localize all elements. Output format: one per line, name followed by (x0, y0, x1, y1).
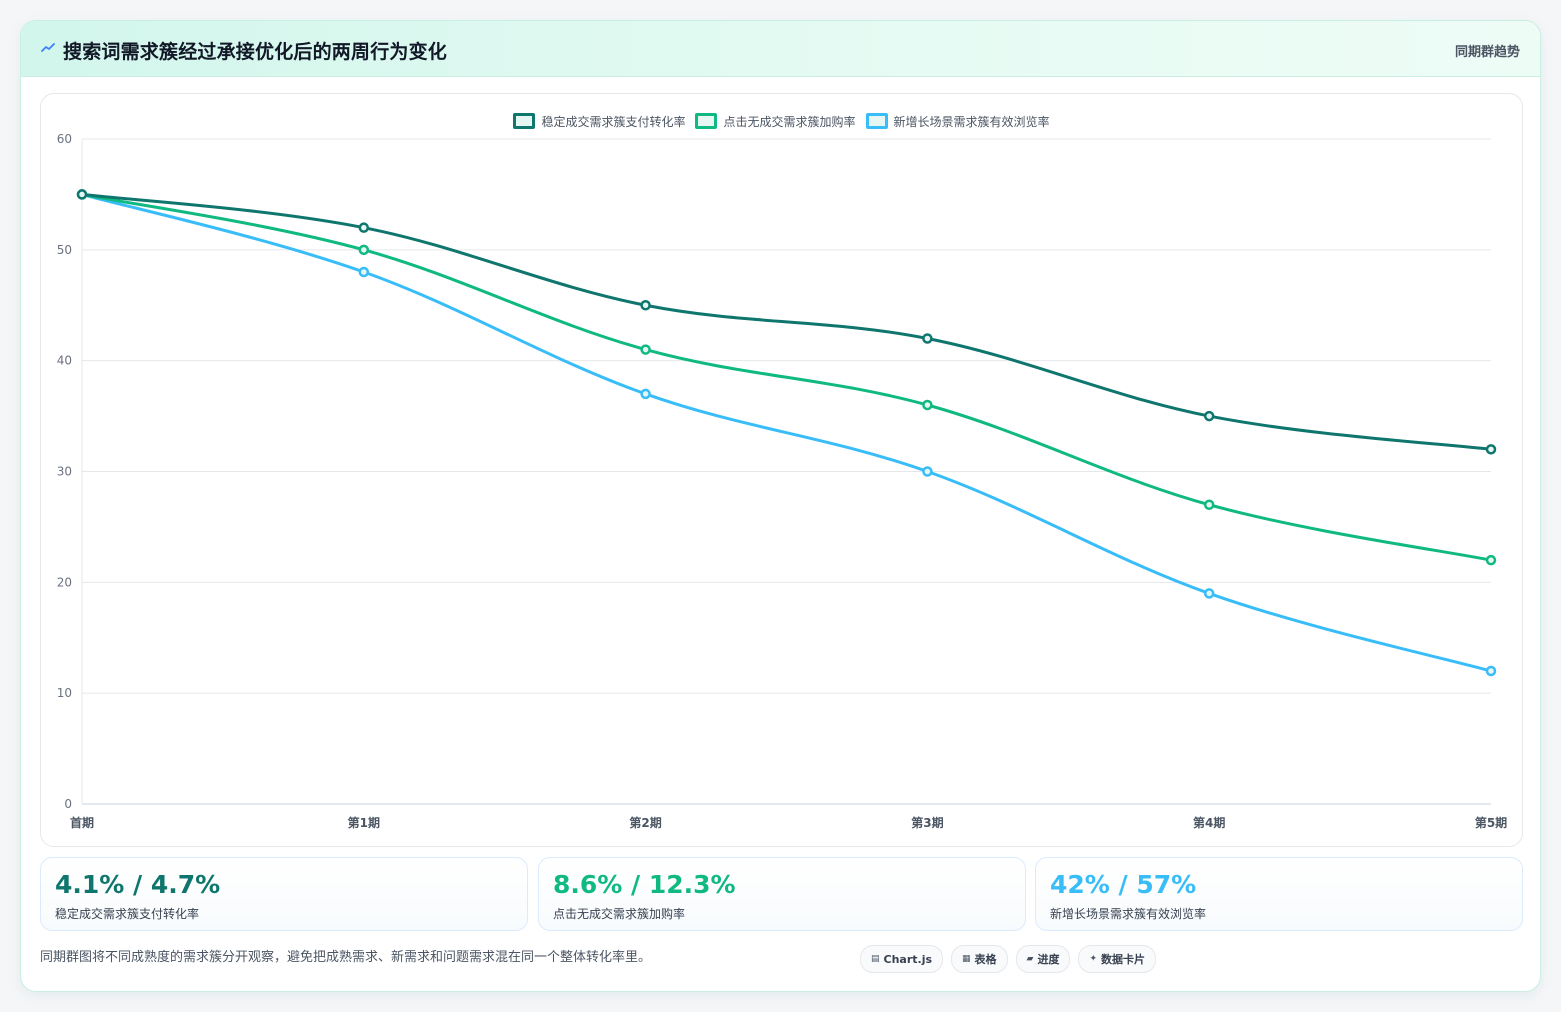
trend-icon (41, 43, 55, 52)
chart-card: 搜索词需求簇经过承接优化后的两周行为变化 同期群趋势 稳定成交需求簇支付转化率 … (20, 20, 1541, 992)
data-point (76, 189, 88, 200)
data-point (922, 399, 933, 411)
series-line (81, 192, 1492, 451)
line-chart: 0 10 20 30 40 50 60 首期 第1期 第2期 第3期 第4期 第5期 (57, 132, 1507, 830)
data-point (1485, 554, 1497, 566)
chip-table[interactable]: ▦ 表格 (951, 945, 1008, 973)
legend-item-series3[interactable]: 新增长场景需求簇有效浏览率 (865, 112, 1050, 130)
y-tick-label: 10 (57, 686, 72, 700)
chart-icon: ▤ (871, 954, 880, 964)
chip-label: 进度 (1037, 953, 1060, 966)
legend-swatch (695, 113, 718, 129)
y-tick-label: 20 (57, 575, 72, 589)
data-point (640, 388, 651, 400)
card-header: 搜索词需求簇经过承接优化后的两周行为变化 同期群趋势 (21, 21, 1540, 77)
data-point (1485, 444, 1497, 455)
stat-card-series2: 8.6% / 12.3% 点击无成交需求簇加购率 (538, 857, 1026, 931)
y-tick-label: 0 (64, 797, 72, 811)
legend-label: 点击无成交需求簇加购率 (723, 114, 856, 129)
stat-label: 点击无成交需求簇加购率 (553, 907, 686, 921)
x-tick-label: 第1期 (348, 815, 380, 830)
chip-label: 数据卡片 (1101, 953, 1146, 966)
legend-item-series1[interactable]: 稳定成交需求簇支付转化率 (513, 112, 685, 130)
stat-value: 42% / 57% (1050, 870, 1197, 899)
chip-chartjs[interactable]: ▤ Chart.js (860, 945, 944, 973)
series-line (81, 192, 1492, 562)
x-tick-label: 第4期 (1193, 815, 1225, 830)
page-title: 搜索词需求簇经过承接优化后的两周行为变化 (63, 41, 448, 63)
chip-progress[interactable]: ▰ 进度 (1015, 945, 1071, 973)
y-tick-label: 40 (57, 354, 72, 368)
table-icon: ▦ (962, 954, 971, 964)
chip-row: ▤ Chart.js ▦ 表格 ▰ 进度 ✦ 数据卡片 (860, 945, 1157, 973)
chip-data-card[interactable]: ✦ 数据卡片 (1078, 945, 1157, 973)
legend-swatch (865, 113, 888, 129)
stat-card-series3: 42% / 57% 新增长场景需求簇有效浏览率 (1035, 857, 1523, 931)
legend-label: 新增长场景需求簇有效浏览率 (893, 114, 1050, 129)
x-tick-label: 第2期 (629, 815, 661, 830)
data-point (922, 466, 933, 477)
y-tick-label: 30 (57, 465, 72, 479)
stat-label: 新增长场景需求簇有效浏览率 (1050, 907, 1207, 921)
data-point (358, 244, 370, 256)
series-line (81, 192, 1492, 673)
data-point (1203, 499, 1215, 510)
data-point (1485, 665, 1497, 677)
data-point (640, 344, 651, 355)
chart-panel: 稳定成交需求簇支付转化率 点击无成交需求簇加购率 新增长场景需求簇有效浏览率 0… (40, 93, 1523, 847)
data-point (640, 300, 651, 311)
chip-label: 表格 (974, 953, 997, 966)
data-point (922, 333, 933, 344)
chip-label: Chart.js (883, 952, 933, 966)
x-tick-label: 第3期 (911, 815, 943, 830)
stat-value: 8.6% / 12.3% (553, 870, 736, 899)
stat-value: 4.1% / 4.7% (55, 870, 221, 899)
sparkle-icon: ✦ (1089, 954, 1098, 964)
data-point (1203, 410, 1215, 422)
legend-label: 稳定成交需求簇支付转化率 (541, 114, 686, 129)
progress-icon: ▰ (1026, 954, 1034, 964)
stat-card-series1: 4.1% / 4.7% 稳定成交需求簇支付转化率 (40, 857, 528, 931)
header-tag: 同期群趋势 (1454, 45, 1520, 60)
y-tick-label: 60 (57, 132, 72, 146)
data-point (1203, 588, 1215, 599)
x-tick-label: 第5期 (1475, 815, 1507, 830)
data-point (358, 266, 370, 278)
footer-note: 同期群图将不同成熟度的需求簇分开观察，避免把成熟需求、新需求和问题需求混在同一个… (40, 950, 652, 965)
legend-item-series2[interactable]: 点击无成交需求簇加购率 (695, 112, 856, 130)
y-tick-label: 50 (57, 243, 72, 257)
legend-swatch (513, 113, 536, 129)
stat-label: 稳定成交需求簇支付转化率 (55, 907, 200, 921)
chart-legend: 稳定成交需求簇支付转化率 点击无成交需求簇加购率 新增长场景需求簇有效浏览率 (41, 112, 1522, 130)
x-tick-label: 首期 (70, 815, 94, 830)
data-point (358, 222, 370, 233)
